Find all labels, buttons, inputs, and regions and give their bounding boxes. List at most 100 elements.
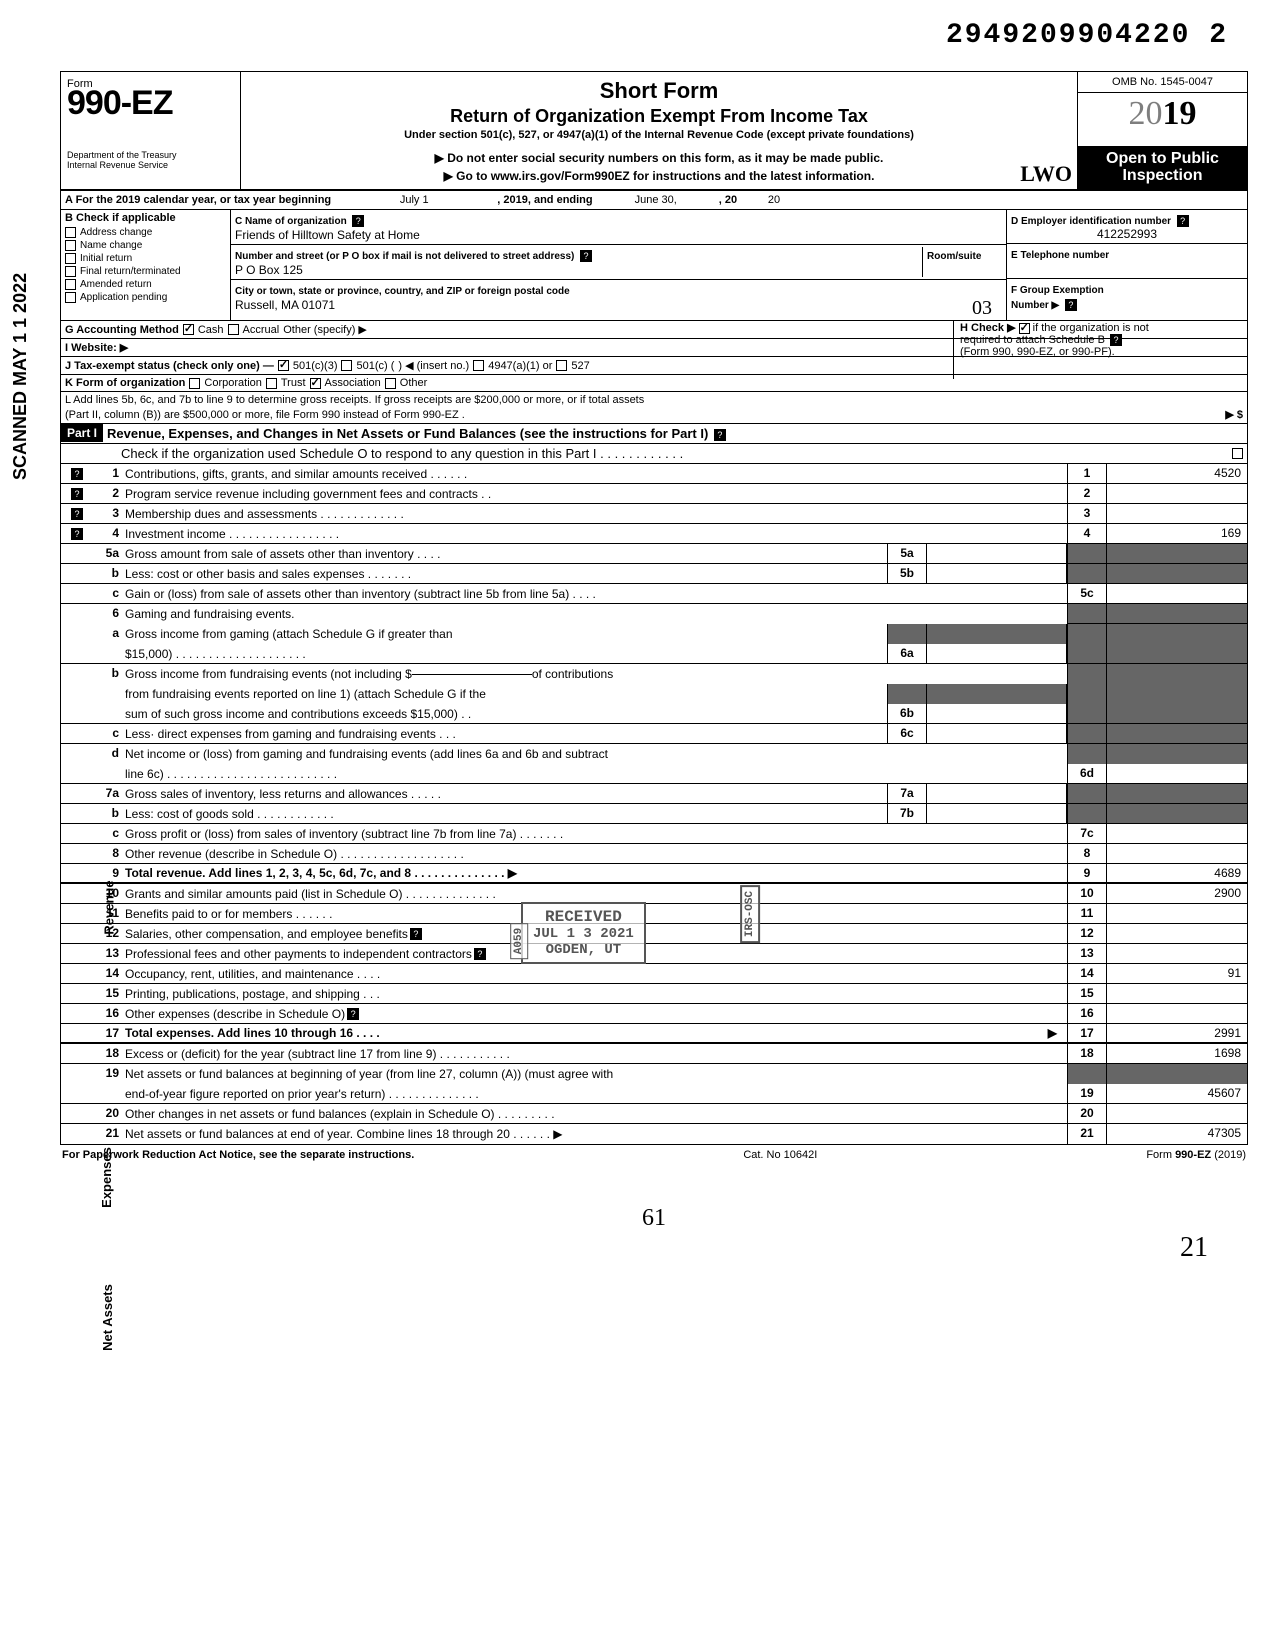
org-city: Russell, MA 01071 [235,298,335,312]
title-short-form: Short Form [251,78,1067,104]
help-icon[interactable]: ? [1110,334,1122,346]
form-990ez: Form 990-EZ Department of the Treasury I… [60,71,1248,1145]
tax-year: 2019 [1078,93,1247,146]
title-subtitle: Return of Organization Exempt From Incom… [251,106,1067,127]
open-public: Open to PublicInspection [1078,146,1247,189]
chk-4947[interactable] [473,360,484,371]
footer-form: 990-EZ [1175,1149,1211,1161]
g-label: G Accounting Method [65,324,179,336]
addr-label: Number and street (or P O box if mail is… [235,251,574,262]
f-group-label2: Number ▶ [1011,300,1059,311]
help-icon[interactable]: ? [474,948,486,960]
chk-accrual[interactable] [228,324,239,335]
help-icon[interactable]: ? [352,215,364,227]
page-number-center: 61 [60,1205,1248,1232]
footer-cat: Cat. No 10642I [743,1149,817,1161]
d-ein-label: D Employer identification number [1011,216,1171,227]
room-label: Room/suite [927,251,981,262]
l-line1: L Add lines 5b, 6c, and 7b to line 9 to … [65,394,1243,406]
chk-527[interactable] [556,360,567,371]
i-website-label: I Website: ▶ [65,341,128,354]
line3-value [1107,504,1247,523]
part1-title: Revenue, Expenses, and Changes in Net As… [107,426,708,441]
e-phone-label: E Telephone number [1011,250,1109,261]
omb-number: OMB No. 1545-0047 [1078,72,1247,93]
l-line2: (Part II, column (B)) are $500,000 or mo… [65,409,465,421]
l-arrow: ▶ $ [1225,408,1243,421]
line8-value [1107,844,1247,863]
help-icon[interactable]: ? [71,528,83,540]
form-prefix: Form [67,78,93,90]
note-link: ▶ Go to www.irs.gov/Form990EZ for instru… [444,169,875,183]
chk-initial-return[interactable] [65,253,76,264]
f-group-label1: F Group Exemption [1011,285,1104,296]
help-icon[interactable]: ? [71,508,83,520]
line10-value: 2900 [1107,884,1247,903]
scanned-stamp: SCANNED MAY 1 1 2022 [10,273,31,480]
chk-501c3[interactable] [278,360,289,371]
chk-corp[interactable] [189,378,200,389]
footer-paperwork: For Paperwork Reduction Act Notice, see … [62,1149,414,1161]
title-under: Under section 501(c), 527, or 4947(a)(1)… [251,129,1067,141]
help-icon[interactable]: ? [410,928,422,940]
header-mid: Short Form Return of Organization Exempt… [241,72,1077,189]
help-icon[interactable]: ? [714,429,726,441]
chk-pending[interactable] [65,292,76,303]
handwritten-03: 03 [972,297,992,320]
chk-assoc[interactable] [310,378,321,389]
side-expenses-label: Expenses [99,1147,114,1208]
help-icon[interactable]: ? [1065,299,1077,311]
header-left: Form 990-EZ Department of the Treasury I… [61,72,241,189]
k-label: K Form of organization [65,377,185,389]
chk-sched-b[interactable] [1019,323,1030,334]
side-netassets-label: Net Assets [100,1284,115,1351]
line6d-value [1107,764,1247,783]
chk-name-change[interactable] [65,240,76,251]
dept-irs: Internal Revenue Service [67,161,234,171]
header-right: OMB No. 1545-0047 2019 Open to PublicIns… [1077,72,1247,189]
line17-value: 2991 [1107,1024,1247,1042]
footer: For Paperwork Reduction Act Notice, see … [60,1145,1248,1165]
chk-trust[interactable] [266,378,277,389]
chk-cash[interactable] [183,324,194,335]
line4-value: 169 [1107,524,1247,543]
chk-address-change[interactable] [65,227,76,238]
ein-value: 412252993 [1011,227,1243,241]
help-icon[interactable]: ? [347,1008,359,1020]
org-name: Friends of Hilltown Safety at Home [235,228,420,242]
line11-value [1107,904,1247,923]
chk-other-org[interactable] [385,378,396,389]
row-a-tax-year: A For the 2019 calendar year, or tax yea… [61,191,1247,209]
line12-value [1107,924,1247,943]
line21-value: 47305 [1107,1124,1247,1144]
city-label: City or town, state or province, country… [235,286,570,297]
chk-amended[interactable] [65,279,76,290]
page-number-right: 21 [1180,1232,1208,1264]
schedule-o-check: Check if the organization used Schedule … [121,446,683,461]
line20-value [1107,1104,1247,1123]
line14-value: 91 [1107,964,1247,983]
j-label: J Tax-exempt status (check only one) — [65,360,274,372]
line13-value [1107,944,1247,963]
help-icon[interactable]: ? [580,250,592,262]
line7c-value [1107,824,1247,843]
part1-label: Part I [61,424,103,442]
irs-osc-stamp: IRS-OSC [740,885,760,943]
note-ssn: ▶ Do not enter social security numbers o… [251,151,1067,165]
chk-final-return[interactable] [65,266,76,277]
line9-value: 4689 [1107,864,1247,882]
line1-value: 4520 [1107,464,1247,483]
c-name-label: C Name of organization [235,216,347,227]
chk-schedule-o[interactable] [1232,448,1243,459]
help-icon[interactable]: ? [71,468,83,480]
col-b-checkboxes: B Check if applicable Address change Nam… [61,210,231,320]
dln-number: 2949209904220 2 [60,20,1248,51]
line2-value [1107,484,1247,503]
chk-501c[interactable] [341,360,352,371]
help-icon[interactable]: ? [1177,215,1189,227]
handwritten-initials: LWO [1020,161,1072,187]
help-icon[interactable]: ? [71,488,83,500]
line18-value: 1698 [1107,1044,1247,1063]
line16-value [1107,1004,1247,1023]
line5c-value [1107,584,1247,603]
